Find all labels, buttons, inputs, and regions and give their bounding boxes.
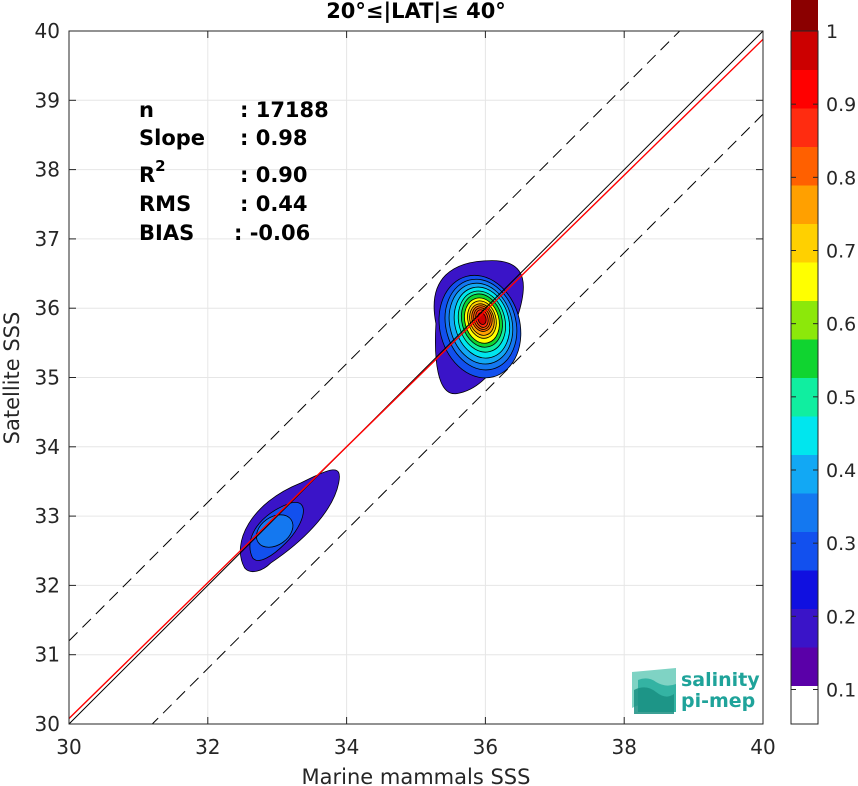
colorbar-segment: [791, 185, 818, 224]
grid: [68, 30, 764, 725]
colorbar-tick-label: 0.3: [826, 533, 856, 555]
colorbar-tick-label: 0.5: [826, 387, 856, 409]
colorbar-tick-label: 1: [826, 21, 838, 43]
y-tick-label: 40: [35, 19, 60, 43]
regression-line: [69, 38, 763, 719]
colorbar-tick-label: 0.2: [826, 606, 856, 628]
stat-n-value: : 17188: [240, 98, 329, 122]
logo-line-2: pi-mep: [681, 690, 755, 712]
colorbar-segment: [791, 0, 818, 32]
colorbar-segment: [791, 108, 818, 147]
colorbar-segment: [791, 454, 818, 494]
stat-r2-value: : 0.90: [240, 163, 308, 187]
colorbar-tick-label: 0.9: [826, 94, 856, 116]
cluster-low-level-3: [256, 514, 294, 548]
colorbar-tick-label: 0.1: [826, 680, 856, 702]
logo-line-1: salinity: [681, 669, 760, 691]
stat-r2-label: R2: [139, 157, 166, 187]
stat-r2-sup: 2: [155, 157, 165, 175]
colorbar-tick-label: 0.4: [826, 460, 856, 482]
colorbar-segment: [791, 31, 818, 70]
y-tick-label: 36: [35, 296, 60, 320]
stat-rms-value: : 0.44: [240, 192, 308, 216]
identity-line: [69, 31, 763, 724]
colorbar-segment: [791, 262, 818, 301]
y-tick-label: 31: [35, 643, 60, 667]
wave-logo-icon: [632, 668, 676, 714]
colorbar: [791, 0, 818, 725]
y-tick-label: 30: [35, 712, 60, 736]
colorbar-segment: [791, 146, 818, 186]
x-tick-label: 40: [750, 735, 775, 759]
y-tick-label: 33: [35, 504, 60, 528]
y-tick-label: 39: [35, 88, 60, 112]
chart-title: 20°≤|LAT|≤ 40°: [326, 0, 506, 24]
colorbar-segment: [791, 493, 818, 532]
colorbar-tick-label: 0.8: [826, 167, 856, 189]
x-tick-label: 36: [473, 735, 498, 759]
colorbar-segment: [791, 685, 818, 725]
stat-slope-value: : 0.98: [240, 126, 308, 150]
colorbar-tick-label: 0.6: [826, 314, 856, 336]
stat-bias-label: BIAS: [139, 221, 194, 245]
y-tick-label: 38: [35, 158, 60, 182]
stat-r2-base: R: [139, 163, 155, 187]
y-tick-label: 35: [35, 366, 60, 390]
colorbar-segment: [791, 416, 818, 455]
colorbar-segment: [791, 531, 818, 571]
colorbar-segment: [791, 339, 818, 378]
lower-band-line: [151, 113, 763, 724]
y-tick-label: 37: [35, 227, 60, 251]
colorbar-segment: [791, 570, 818, 609]
stats-box: n : 17188 Slope : 0.98 R2 : 0.90 RMS : 0…: [139, 98, 329, 245]
y-tick-label: 32: [35, 573, 60, 597]
x-tick-label: 32: [195, 735, 220, 759]
x-tick-label: 30: [56, 735, 81, 759]
density-contours: [240, 260, 524, 573]
y-axis-label: Satellite SSS: [0, 312, 24, 445]
stat-bias-value: : -0.06: [234, 221, 310, 245]
upper-band-line: [69, 31, 681, 642]
y-tick-label: 34: [35, 435, 60, 459]
colorbar-segment: [791, 69, 818, 109]
axis-ticks: 30 32 34 36 38 40 30 31 32 33 34 35 36 37 38 39 40: [35, 19, 776, 759]
x-axis-label: Marine mammals SSS: [302, 765, 531, 786]
x-tick-label: 38: [611, 735, 636, 759]
salinity-logo: salinity pi-mep: [632, 668, 760, 714]
stat-slope-label: Slope: [139, 126, 205, 150]
colorbar-tick-label: 0.7: [826, 241, 856, 263]
x-tick-label: 34: [334, 735, 359, 759]
colorbar-segment: [791, 223, 818, 263]
reference-lines: [69, 31, 763, 724]
colorbar-frame: [790, 30, 819, 725]
colorbar-segment: [791, 300, 818, 340]
colorbar-segment: [791, 608, 818, 648]
colorbar-segment: [791, 647, 818, 686]
stat-rms-label: RMS: [139, 192, 191, 216]
stat-n-label: n: [139, 98, 154, 122]
colorbar-ticks: 0.1 0.2 0.3 0.4 0.5 0.6 0.7 0.8 0.9 1: [791, 21, 856, 702]
